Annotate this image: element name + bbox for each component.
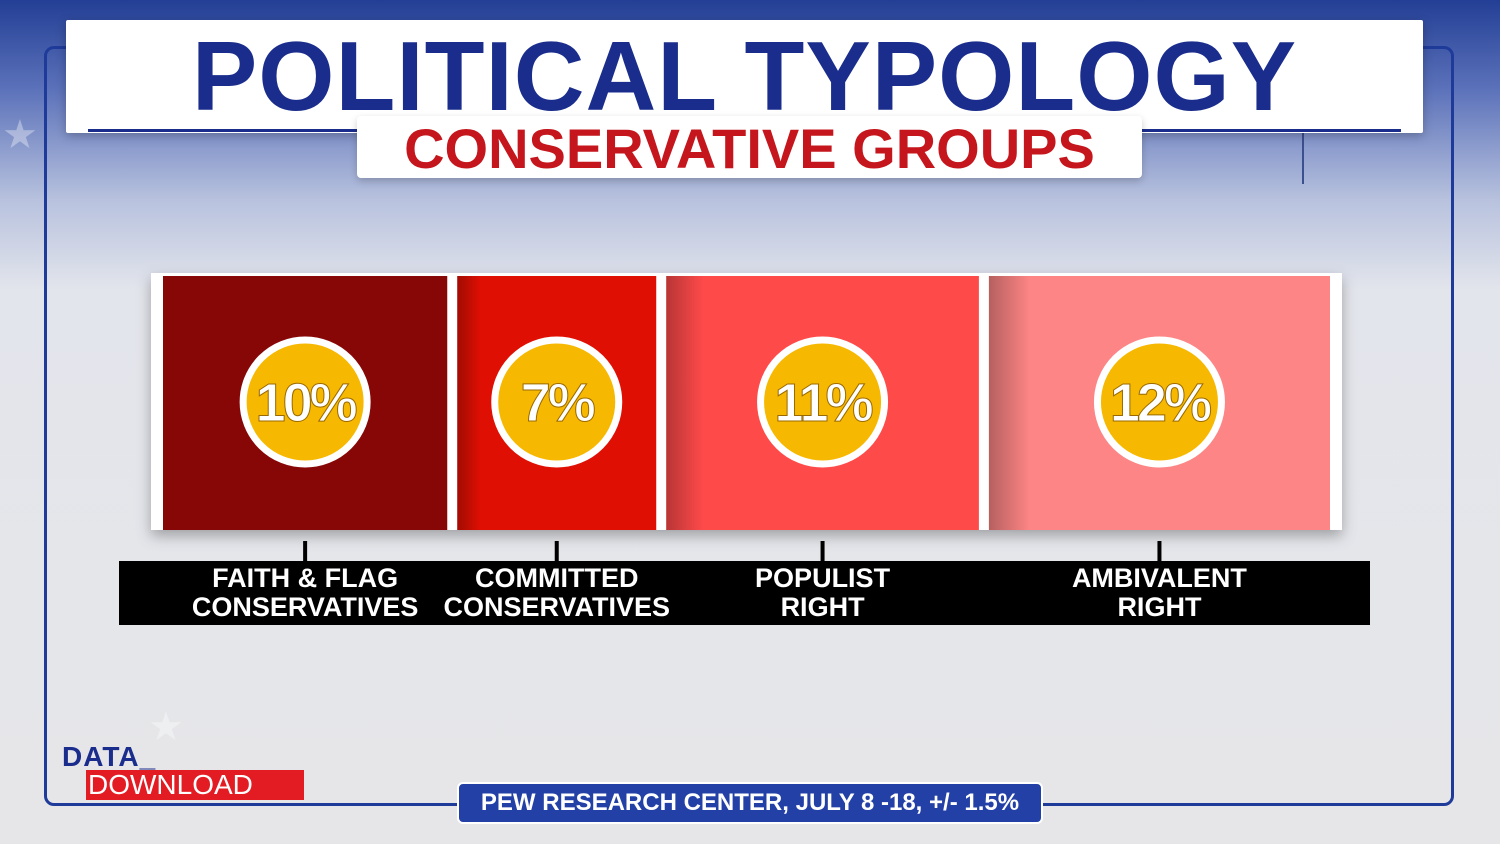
value-badge [491,336,623,468]
logo-data-text: DATA_ [62,741,157,772]
title-panel: POLITICAL TYPOLOGY [66,20,1423,133]
category-label-band [119,561,1370,625]
category-label: COMMITTED CONSERVATIVES [407,564,707,622]
page-title: POLITICAL TYPOLOGY [191,21,1298,131]
data-label: 12% [1110,373,1211,433]
decor-tick-vertical [1302,96,1304,184]
star-icon: ★ [2,113,38,157]
data-label: 11% [775,373,873,433]
logo-download-text: DOWNLOAD [86,770,304,800]
value-badge [239,336,371,468]
category-label-line: RIGHT [780,592,865,622]
category-label-line: CONSERVATIVES [191,592,419,622]
category-label-line: RIGHT [1117,592,1202,622]
category-label-line: POPULIST [755,563,891,593]
star-icon: ★ [148,705,184,749]
category-label: AMBIVALENT RIGHT [1009,564,1309,622]
category-label-line: COMMITTED [474,563,639,593]
category-label-line: AMBIVALENT [1071,563,1247,593]
subtitle-panel: CONSERVATIVE GROUPS [357,116,1142,180]
data-label: 7% [521,373,595,433]
label-connector [303,541,308,563]
source-note: PEW RESEARCH CENTER, JULY 8 -18, +/- 1.5… [457,782,1043,824]
category-label: FAITH & FLAG CONSERVATIVES [155,564,455,622]
category-label-line: CONSERVATIVES [443,592,670,622]
value-badge [1093,336,1225,468]
value-badge [757,336,889,468]
data-label: 10% [256,373,357,433]
category-label-line: FAITH & FLAG [212,563,399,593]
category-label: POPULIST RIGHT [673,564,973,622]
label-connector [554,541,559,563]
page-subtitle: CONSERVATIVE GROUPS [404,117,1095,180]
label-connector [820,541,825,563]
label-connector [1157,541,1162,563]
